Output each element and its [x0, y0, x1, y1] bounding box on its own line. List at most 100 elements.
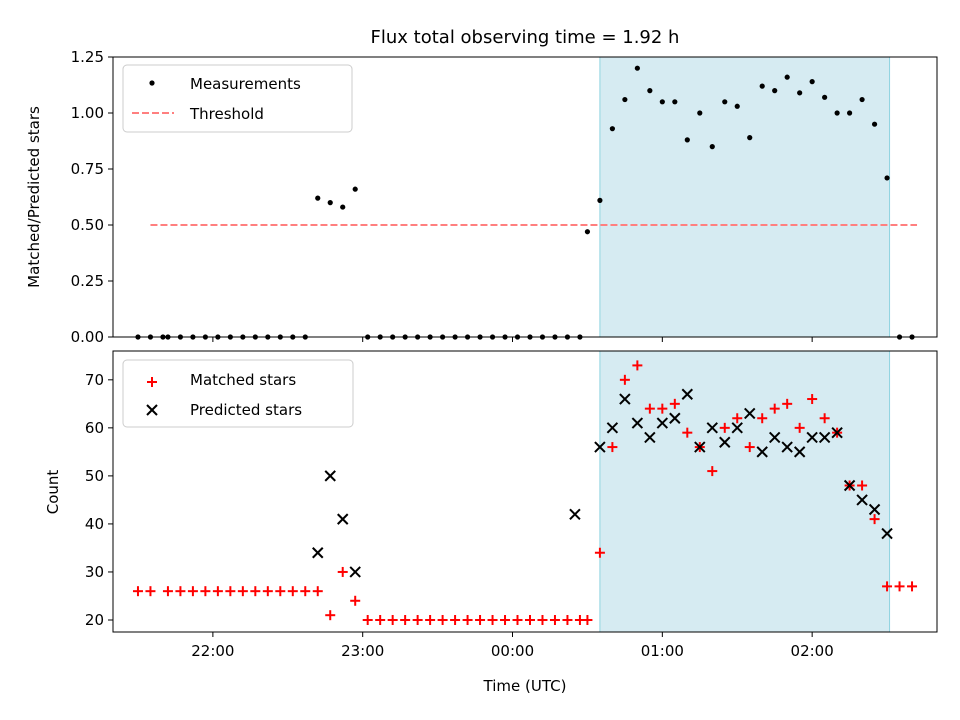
measurement-point	[352, 186, 358, 192]
matched-stars-point	[682, 427, 693, 438]
predicted-stars-point	[656, 417, 669, 429]
measurement-point	[597, 197, 603, 203]
measurement-point	[327, 200, 333, 206]
predicted-stars-point	[606, 422, 619, 434]
count-y-tick-label: 40	[85, 515, 104, 533]
matched-stars-point	[325, 610, 336, 621]
matched-stars-point	[744, 442, 755, 453]
predicted-stars-legend-marker	[146, 404, 158, 416]
ratio-y-tick-label: 0.75	[71, 160, 104, 178]
measurement-point	[340, 204, 346, 210]
predicted-stars-point	[818, 431, 831, 444]
matched-stars-point	[782, 398, 793, 409]
predicted-stars-point	[337, 513, 349, 525]
count-legend: Matched stars Predicted stars	[122, 359, 354, 428]
measurements-legend-marker	[149, 80, 155, 86]
matched-stars-point	[869, 514, 880, 525]
ratio-plot-frame	[112, 56, 938, 338]
measurement-point	[834, 110, 840, 116]
ratio-legend: Measurements Threshold	[122, 64, 353, 133]
count-y-tick-label: 50	[85, 467, 104, 485]
predicted-stars-point	[856, 494, 868, 506]
predicted-stars-point	[793, 446, 806, 458]
matched-stars-point	[475, 614, 486, 625]
matched-stars-point	[450, 614, 461, 625]
predicted-stars-point	[694, 441, 706, 453]
matched-stars-point	[907, 581, 918, 592]
matched-stars-point	[462, 614, 473, 625]
x-tick-label: 01:00	[641, 642, 684, 660]
predicted-stars-point	[744, 407, 756, 420]
matched-stars-point	[882, 581, 893, 592]
matched-stars-point	[200, 586, 211, 597]
predicted-stars-point	[569, 508, 581, 521]
matched-stars-point	[632, 360, 643, 371]
measurement-point	[315, 195, 321, 201]
measurement-point	[659, 99, 665, 105]
ratio-y-tick-label: 0.25	[71, 272, 104, 290]
measurement-point	[634, 65, 640, 71]
matched-stars-point	[794, 422, 805, 433]
predicted-stars-point	[706, 422, 718, 434]
x-tick-label: 22:00	[191, 642, 234, 660]
matched-stars-point	[707, 466, 718, 477]
predicted-stars-point	[781, 441, 793, 453]
predicted-stars-point	[843, 479, 856, 492]
matched-stars-point	[132, 586, 143, 597]
matched-stars-point	[657, 403, 668, 414]
predicted-stars-point	[324, 470, 336, 482]
count-y-tick-label: 30	[85, 563, 104, 581]
predicted-stars-legend-label: Predicted stars	[190, 401, 302, 419]
matched-stars-point	[500, 614, 511, 625]
measurement-point	[759, 83, 765, 89]
predicted-stars-point	[631, 417, 644, 429]
predicted-stars-point	[868, 503, 881, 516]
matched-stars-point	[537, 614, 548, 625]
measurement-point	[822, 94, 828, 100]
x-axis-label: Time (UTC)	[483, 677, 567, 695]
matched-stars-point	[212, 586, 223, 597]
ratio-y-tick-label: 1.00	[71, 104, 104, 122]
matched-stars-point	[287, 586, 298, 597]
matched-stars-point	[312, 586, 323, 597]
count-plot-frame	[112, 350, 938, 633]
predicted-stars-point	[806, 431, 818, 444]
predicted-stars-point	[831, 426, 843, 439]
predicted-stars-point	[719, 436, 731, 448]
matched-stars-point	[250, 586, 261, 597]
matched-stars-point	[145, 586, 156, 597]
measurement-point	[722, 99, 728, 105]
matched-stars-point	[412, 614, 423, 625]
measurement-point	[734, 103, 740, 109]
matched-stars-point	[894, 581, 905, 592]
matched-stars-legend-label: Matched stars	[190, 371, 296, 389]
matched-stars-point	[400, 614, 411, 625]
matched-stars-point	[262, 586, 273, 597]
matched-stars-point	[225, 586, 236, 597]
matched-stars-point	[857, 480, 868, 491]
matched-stars-point	[719, 422, 730, 433]
measurement-point	[847, 110, 853, 116]
x-tick-label: 02:00	[791, 642, 834, 660]
ratio-legend-box	[122, 64, 353, 133]
matched-stars-point	[387, 614, 398, 625]
matched-stars-point	[337, 566, 348, 577]
matched-stars-point	[549, 614, 560, 625]
measurement-point	[647, 88, 653, 94]
count-y-tick-label: 70	[85, 371, 104, 389]
measurement-point	[772, 88, 778, 94]
count-shaded-span	[599, 350, 891, 633]
x-tick-label: 23:00	[341, 642, 384, 660]
predicted-stars-point	[644, 431, 656, 444]
matched-stars-point	[275, 586, 286, 597]
measurement-point	[871, 121, 878, 127]
matched-stars-legend-marker	[147, 377, 157, 387]
measurement-point	[747, 135, 753, 141]
matched-stars-point	[487, 614, 498, 625]
measurement-point	[809, 79, 815, 85]
threshold-legend-label: Threshold	[189, 105, 264, 123]
matched-stars-point	[732, 413, 743, 424]
matched-stars-point	[669, 398, 680, 409]
predicted-stars-point	[312, 547, 324, 559]
